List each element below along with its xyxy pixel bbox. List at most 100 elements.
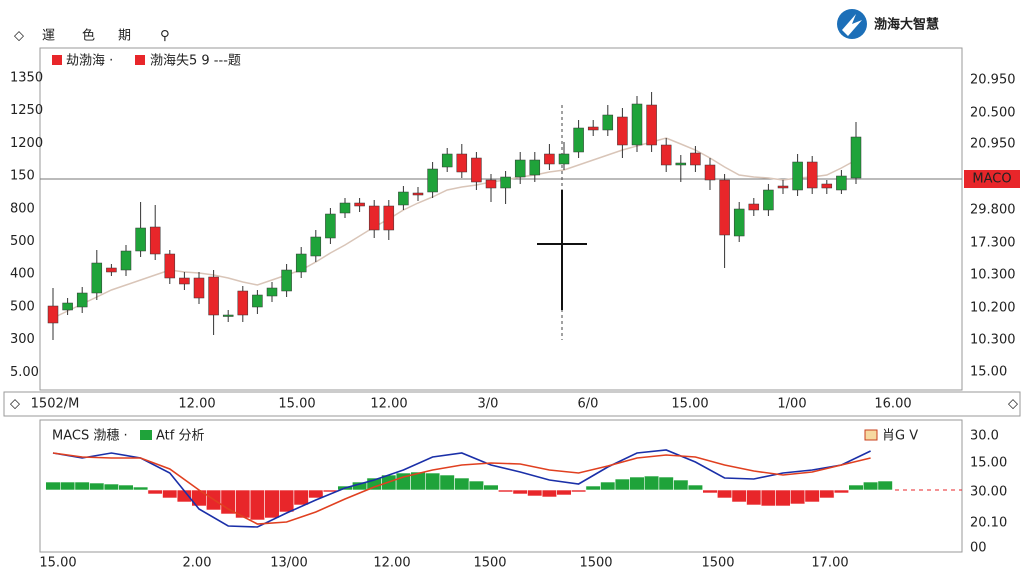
candle-body bbox=[806, 161, 818, 189]
menu-item[interactable]: 色 bbox=[82, 28, 95, 44]
candle-body bbox=[237, 290, 249, 316]
histogram-bar bbox=[541, 489, 557, 498]
candle-body bbox=[573, 127, 584, 153]
y-tick-label: 800 bbox=[10, 201, 35, 216]
x-tick-label: 13/00 bbox=[270, 556, 307, 571]
candle-body bbox=[617, 116, 628, 146]
x-tick-label: 15.00 bbox=[278, 397, 315, 412]
candle-body bbox=[164, 253, 176, 279]
histogram-bar bbox=[789, 489, 806, 505]
histogram-bar bbox=[220, 489, 236, 515]
candle-body bbox=[310, 236, 322, 257]
candle-body bbox=[544, 153, 555, 165]
x-tick-label: 1500 bbox=[701, 556, 734, 571]
y-tick-label: 20.950 bbox=[970, 73, 1016, 88]
y-tick-label: 500 bbox=[10, 234, 35, 249]
candle-body bbox=[719, 179, 730, 236]
menu-item[interactable]: 期 bbox=[118, 29, 131, 44]
legend-label: Atf 分析 bbox=[156, 429, 204, 444]
logo: 渤海大智慧 bbox=[874, 17, 939, 33]
y-tick-label: 1350 bbox=[10, 71, 43, 86]
y-tick-label: 300 bbox=[10, 332, 35, 347]
candle-body bbox=[587, 126, 599, 131]
histogram-bar bbox=[512, 489, 528, 495]
legend-swatch bbox=[864, 429, 878, 441]
histogram-bar bbox=[570, 489, 587, 493]
moving-average bbox=[52, 137, 857, 319]
candle-body bbox=[733, 208, 745, 237]
histogram-bar bbox=[804, 489, 820, 503]
price-badge-label: MACO bbox=[972, 172, 1011, 187]
histogram-bar bbox=[74, 481, 90, 491]
candle-body bbox=[281, 269, 292, 292]
histogram-bar bbox=[468, 480, 485, 491]
macd-frame bbox=[39, 419, 963, 553]
histogram-bar bbox=[614, 478, 630, 491]
histogram-bar bbox=[643, 475, 660, 491]
candle-body bbox=[777, 185, 789, 189]
macd-title: MACS 渤穗 · bbox=[52, 428, 128, 444]
candle-body bbox=[456, 153, 468, 173]
x-tick-label: 2.00 bbox=[183, 556, 212, 571]
candle-body bbox=[266, 287, 278, 297]
macd-dif bbox=[52, 449, 871, 528]
candle-body bbox=[193, 277, 205, 299]
candle-body bbox=[836, 175, 847, 191]
x-tick-label: 12.00 bbox=[373, 556, 410, 571]
price-badge bbox=[964, 170, 1020, 188]
candle-body bbox=[427, 168, 438, 193]
candle-body bbox=[295, 253, 307, 273]
y-tick-label: 10.200 bbox=[970, 301, 1016, 316]
histogram-bar bbox=[162, 489, 178, 499]
menu-icon[interactable]: ◇ bbox=[14, 29, 24, 44]
menu-icon[interactable]: ⚲ bbox=[160, 29, 170, 44]
candle-body bbox=[412, 192, 424, 196]
candle-body bbox=[368, 205, 380, 231]
axis-icon: ◇ bbox=[10, 397, 20, 412]
legend-label: 渤海失5 9 ---题 bbox=[150, 53, 241, 69]
candle-body bbox=[47, 305, 59, 324]
candle-body bbox=[514, 159, 526, 178]
histogram-bar bbox=[600, 481, 616, 491]
candle-body bbox=[471, 157, 482, 183]
histogram-bar bbox=[293, 489, 309, 506]
candle-body bbox=[763, 189, 774, 211]
candle-body bbox=[704, 164, 716, 181]
y-tick-label: 10.300 bbox=[970, 268, 1016, 283]
y-tick-label: 20.10 bbox=[970, 516, 1007, 531]
histogram-bar bbox=[731, 489, 747, 503]
histogram-bar bbox=[629, 476, 645, 491]
candle-body bbox=[660, 144, 672, 166]
x-tick-label: 1502/M bbox=[31, 397, 80, 412]
y-tick-label: 1200 bbox=[10, 136, 43, 151]
x-tick-label: 1/00 bbox=[777, 397, 806, 412]
histogram-bar bbox=[249, 489, 266, 521]
histogram-bar bbox=[862, 481, 879, 491]
axis-icon: ◇ bbox=[1008, 397, 1018, 412]
histogram-bar bbox=[716, 489, 733, 499]
x-tick-label: 12.00 bbox=[370, 397, 407, 412]
candle-body bbox=[106, 267, 117, 273]
histogram-bar bbox=[819, 489, 835, 499]
candle-body bbox=[441, 153, 453, 168]
histogram-bar bbox=[45, 481, 61, 491]
histogram-bar bbox=[424, 472, 441, 491]
candle-body bbox=[383, 205, 395, 231]
y-tick-label: 30.0 bbox=[970, 429, 999, 444]
histogram-bar bbox=[833, 489, 849, 494]
histogram-bar bbox=[308, 489, 324, 499]
y-tick-label: 20.500 bbox=[970, 106, 1016, 121]
candle-body bbox=[91, 262, 103, 294]
histogram-bar bbox=[439, 474, 455, 491]
y-tick-label: 29.800 bbox=[970, 203, 1016, 218]
candle-body bbox=[76, 292, 88, 308]
candle-body bbox=[325, 213, 336, 239]
y-tick-label: 15.00 bbox=[970, 456, 1007, 471]
y-tick-label: 30.00 bbox=[970, 485, 1007, 500]
histogram-bar bbox=[118, 484, 134, 491]
menu-item[interactable]: 運 bbox=[42, 29, 55, 44]
x-tick-label: 17.00 bbox=[811, 556, 848, 571]
candle-body bbox=[149, 226, 161, 255]
logo-icon bbox=[842, 14, 862, 36]
